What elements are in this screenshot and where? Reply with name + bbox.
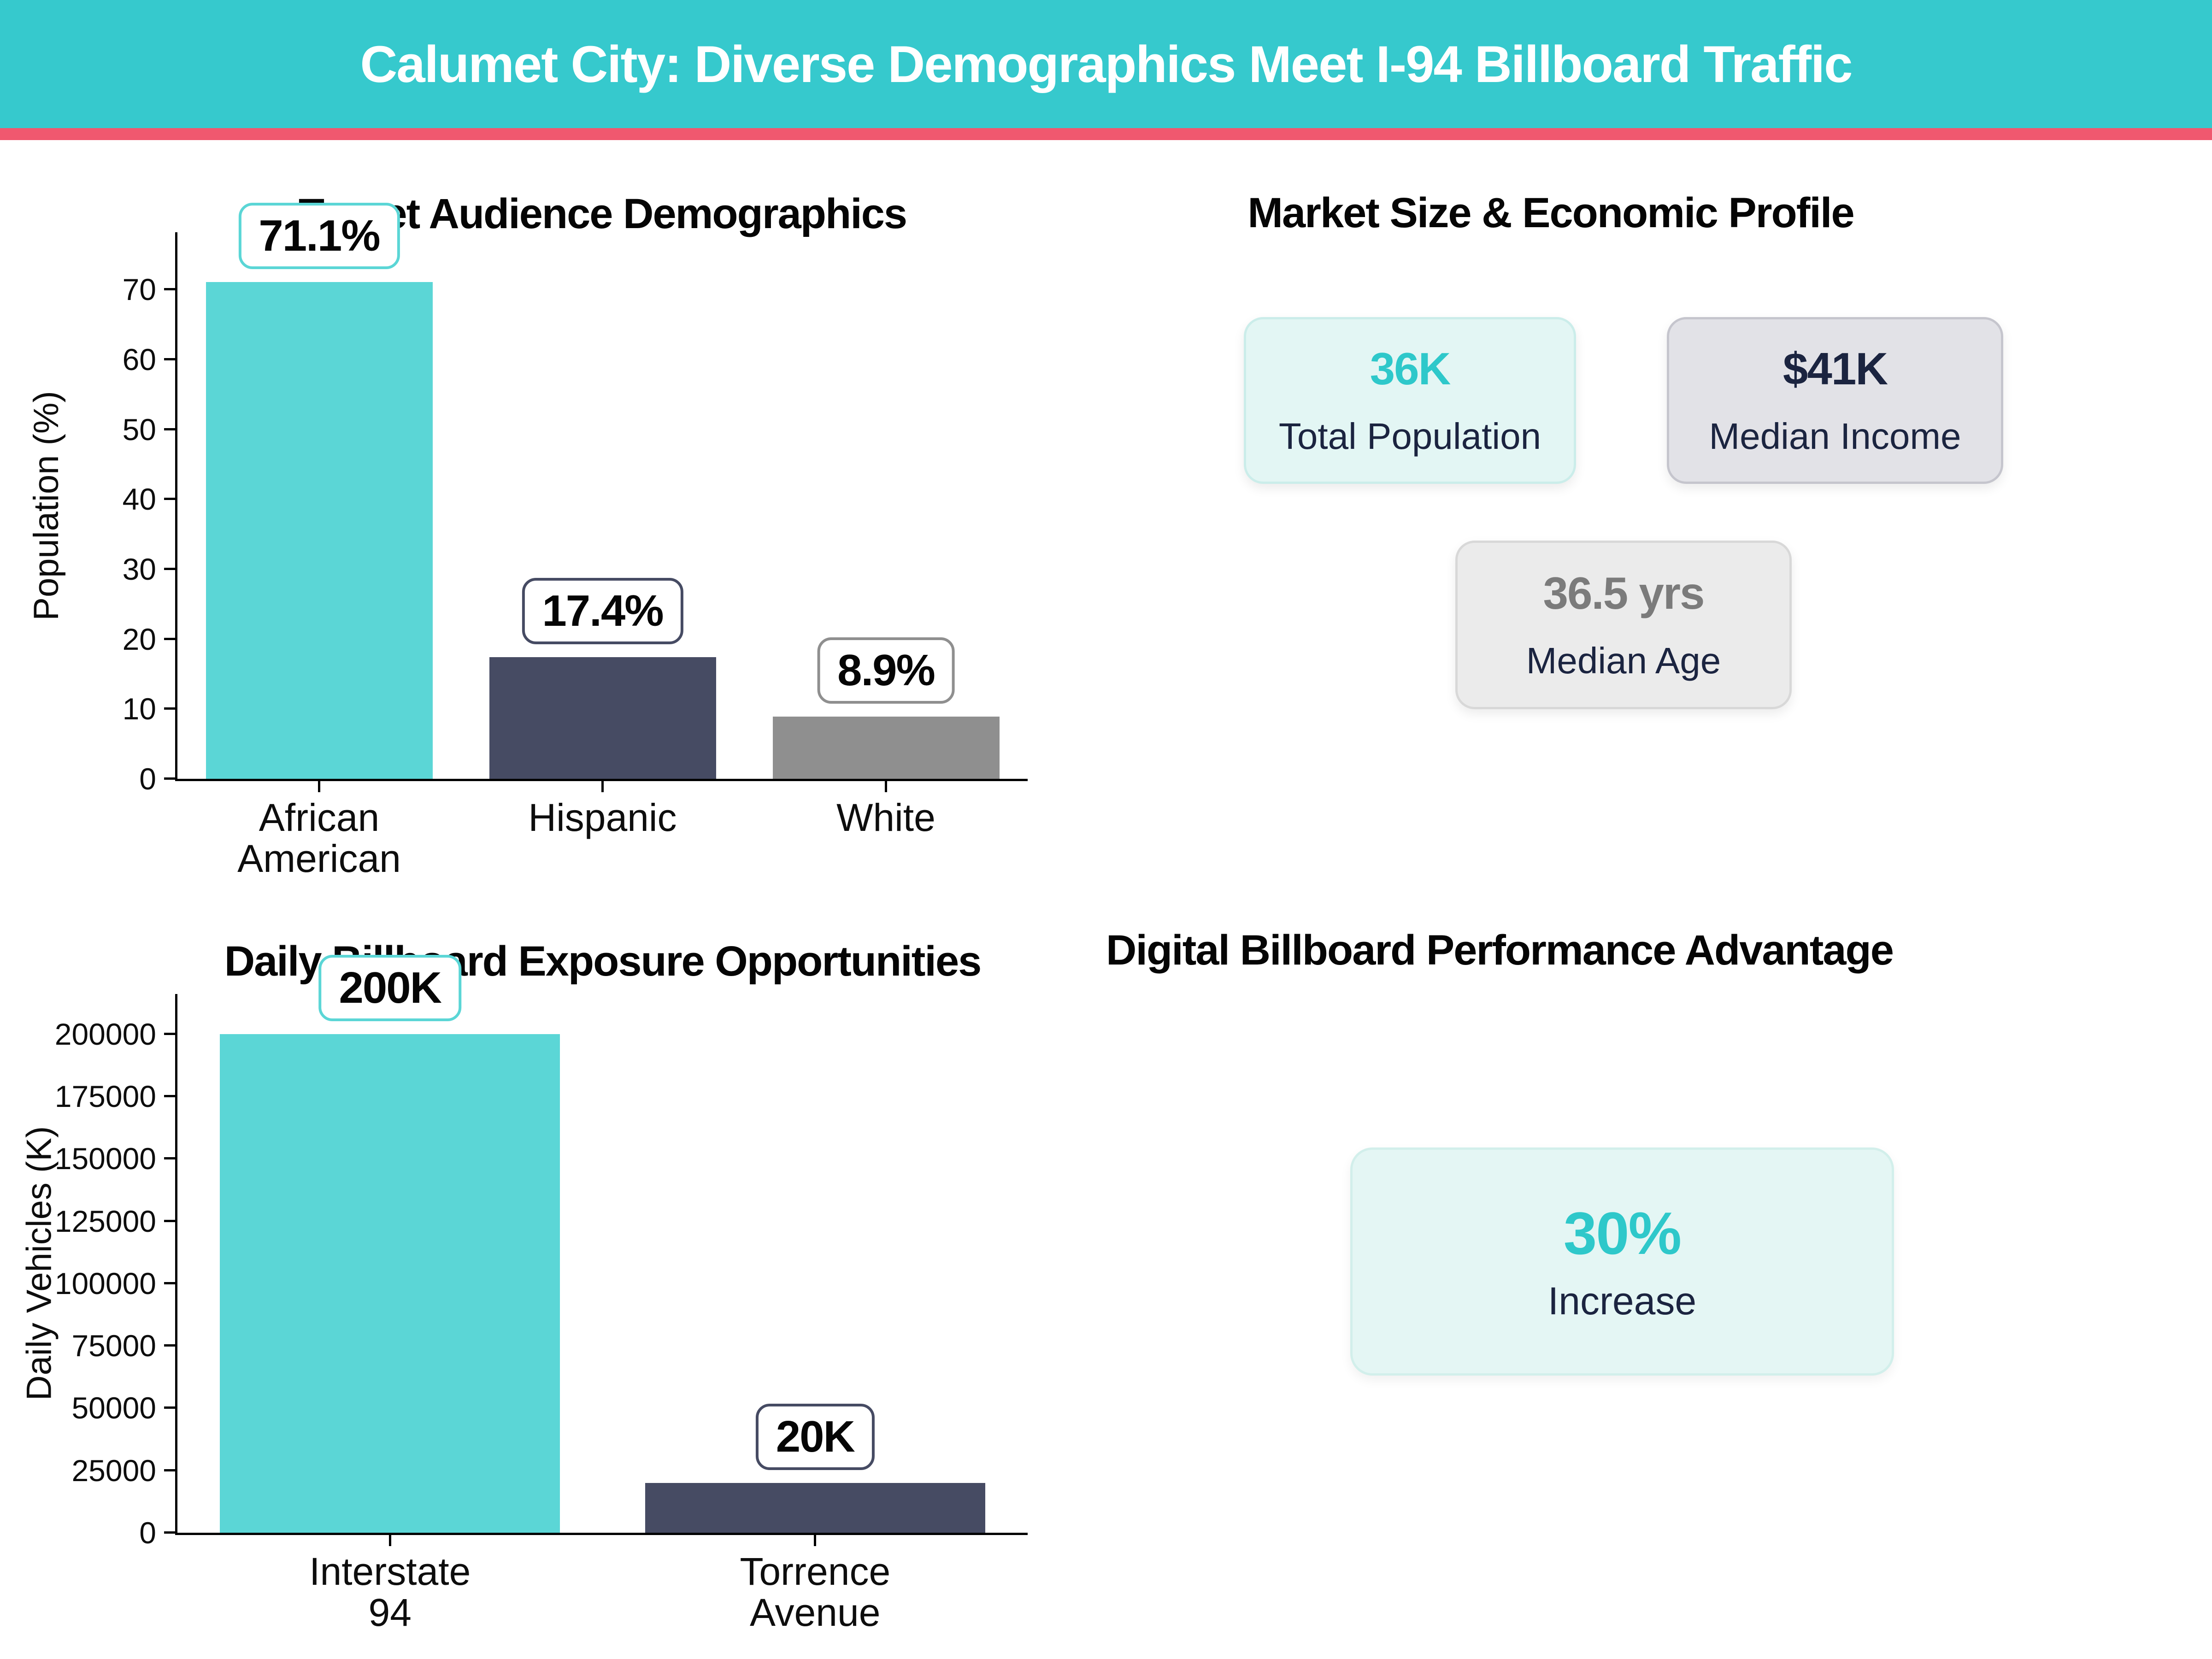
x-axis-line: [175, 1533, 1028, 1535]
x-tick-label: Hispanic: [441, 797, 764, 838]
y-tick-label: 100000: [54, 1266, 156, 1300]
y-tick: [164, 1469, 175, 1471]
x-tick-label: White: [725, 797, 1047, 838]
y-tick-label: 70: [122, 272, 156, 307]
performance-title: Digital Billboard Performance Advantage: [1106, 927, 1894, 974]
x-tick-label-line: African: [259, 796, 380, 839]
bar-value-label: 8.9%: [817, 637, 955, 704]
bar-value-label: 17.4%: [522, 578, 683, 645]
total-population-value: 36K: [1370, 343, 1451, 394]
exposure-chart-panel: Daily Billboard Exposure Opportunities D…: [0, 900, 1106, 1659]
y-tick: [164, 288, 175, 291]
x-tick-label-line: Hispanic: [528, 796, 677, 839]
y-tick: [164, 777, 175, 780]
y-tick-label: 150000: [54, 1141, 156, 1176]
y-tick-label: 50000: [71, 1391, 156, 1425]
x-tick-label: Interstate 94: [229, 1551, 551, 1633]
x-tick: [601, 781, 604, 792]
y-tick-label: 75000: [71, 1329, 156, 1363]
demographics-chart-panel: Target Audience Demographics Population …: [0, 140, 1106, 900]
y-tick: [164, 1344, 175, 1347]
increase-card: 30% Increase: [1350, 1147, 1894, 1376]
bar-value-label: 20K: [755, 1403, 875, 1470]
y-tick: [164, 1157, 175, 1160]
y-tick: [164, 568, 175, 571]
y-tick-label: 25000: [71, 1453, 156, 1488]
y-tick-label: 10: [122, 692, 156, 726]
total-population-label: Total Population: [1278, 416, 1541, 457]
bar-white: [772, 717, 1000, 779]
y-axis-line: [175, 994, 177, 1533]
total-population-card: 36K Total Population: [1244, 317, 1576, 484]
y-tick-label: 30: [122, 552, 156, 587]
performance-panel: Digital Billboard Performance Advantage …: [1106, 900, 2212, 1659]
x-tick-label: Torrence Avenue: [654, 1551, 977, 1633]
increase-label: Increase: [1547, 1279, 1697, 1323]
y-tick-label: 0: [139, 1516, 156, 1550]
y-tick: [164, 1032, 175, 1035]
header-divider: [0, 128, 2212, 140]
y-axis-label-text: Population (%): [26, 390, 66, 621]
y-tick: [164, 1406, 175, 1409]
median-income-card: $41K Median Income: [1667, 317, 2003, 484]
market-stats-panel: Market Size & Economic Profile 36K Total…: [1106, 140, 2212, 900]
bar-torrence-avenue: [645, 1483, 985, 1533]
market-stats-title: Market Size & Economic Profile: [1247, 189, 1854, 236]
bar-value-label: 71.1%: [238, 202, 400, 269]
bar-value-label: 200K: [318, 954, 461, 1021]
y-tick: [164, 1531, 175, 1534]
y-tick-label: 175000: [54, 1079, 156, 1113]
x-tick-label: African American: [158, 797, 481, 879]
y-tick: [164, 1094, 175, 1097]
y-tick-label: 40: [122, 482, 156, 517]
y-tick: [164, 637, 175, 640]
y-axis-line: [175, 232, 177, 779]
x-tick-label-line: 94: [368, 1591, 412, 1635]
x-tick: [885, 781, 887, 792]
y-tick-label: 20: [122, 622, 156, 656]
x-tick: [814, 1535, 817, 1546]
x-tick-label-line: Torrence: [740, 1550, 891, 1593]
median-age-value: 36.5 yrs: [1543, 568, 1705, 618]
x-tick: [318, 781, 320, 792]
bar-hispanic: [489, 657, 716, 779]
y-tick-label: 50: [122, 412, 156, 447]
x-tick-label-line: Avenue: [750, 1591, 881, 1635]
x-tick-label-line: White: [836, 796, 935, 839]
bar-african-american: [206, 282, 433, 779]
exposure-chart-title: Daily Billboard Exposure Opportunities: [224, 938, 982, 985]
demographics-plot-area: Population (%) 0 10 20 30 40 50 60 70 African Amer…: [27, 202, 1028, 879]
x-tick-label-line: Interstate: [309, 1550, 471, 1593]
increase-value: 30%: [1563, 1199, 1682, 1267]
median-income-label: Median Income: [1709, 416, 1961, 457]
y-tick: [164, 707, 175, 710]
y-tick-label: 125000: [54, 1204, 156, 1238]
y-tick: [164, 428, 175, 430]
median-age-label: Median Age: [1526, 640, 1721, 681]
y-tick: [164, 1282, 175, 1284]
x-tick-label-line: American: [237, 837, 401, 881]
y-tick-label: 0: [139, 762, 156, 796]
bar-interstate-94: [220, 1034, 560, 1533]
page-title: Calumet City: Diverse Demographics Meet …: [360, 35, 1853, 93]
exposure-plot-area: Daily Vehicles (K) 0 25000 50000 75000 100000…: [20, 954, 1028, 1633]
x-axis-line: [175, 779, 1028, 781]
y-tick: [164, 358, 175, 361]
y-tick: [164, 498, 175, 500]
y-tick: [164, 1219, 175, 1222]
x-tick: [388, 1535, 391, 1546]
median-income-value: $41K: [1783, 343, 1888, 394]
y-tick-label: 200000: [54, 1017, 156, 1051]
demographics-chart-title: Target Audience Demographics: [298, 190, 907, 237]
y-axis-label-text: Daily Vehicles (K): [19, 1126, 59, 1401]
header-banner: Calumet City: Diverse Demographics Meet …: [0, 0, 2212, 128]
y-tick-label: 60: [122, 342, 156, 377]
median-age-card: 36.5 yrs Median Age: [1455, 541, 1792, 709]
